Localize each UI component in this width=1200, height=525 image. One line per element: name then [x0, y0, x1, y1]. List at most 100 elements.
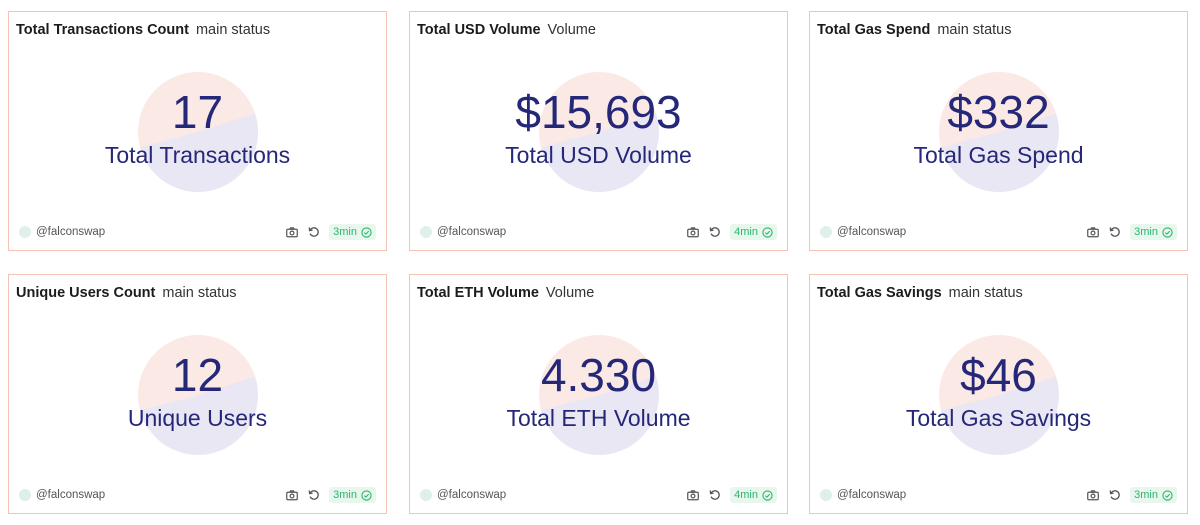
counter-visualization: 4.330 Total ETH Volume	[410, 323, 787, 467]
footer-actions: 3min	[1086, 486, 1177, 504]
avatar	[820, 226, 832, 238]
avatar	[19, 489, 31, 501]
freshness-badge: 4min	[730, 487, 777, 503]
card-total-transactions-count[interactable]: Total Transactions Count main status 17 T…	[8, 11, 387, 251]
card-footer: @falconswap 4min	[420, 486, 777, 504]
counter-visualization: $15,693 Total USD Volume	[410, 60, 787, 204]
card-total-gas-savings[interactable]: Total Gas Savings main status $46 Total G…	[809, 274, 1188, 514]
card-title[interactable]: Unique Users Count	[16, 285, 156, 301]
counter-visualization: 12 Unique Users	[9, 323, 386, 467]
counter-background-pie	[938, 335, 1059, 455]
counter-label: Unique Users	[127, 405, 268, 431]
refresh-icon[interactable]	[1108, 488, 1122, 502]
card-footer: @falconswap 3min	[19, 223, 376, 241]
avatar	[420, 489, 432, 501]
footer-actions: 3min	[285, 223, 376, 241]
counter-value: 12	[171, 349, 224, 401]
footer-actions: 4min	[686, 223, 777, 241]
card-subtitle: main status	[162, 285, 237, 301]
counter-visualization: $46 Total Gas Savings	[810, 323, 1187, 467]
counter-label: Total Transactions	[104, 142, 291, 168]
card-subtitle: Volume	[547, 22, 596, 38]
author-link[interactable]: @falconswap	[19, 486, 105, 504]
camera-icon[interactable]	[686, 488, 700, 502]
author-name: @falconswap	[837, 489, 907, 501]
counter-value: $332	[947, 86, 1050, 138]
author-name: @falconswap	[837, 226, 907, 238]
counter-value: 4.330	[540, 349, 657, 401]
card-total-usd-volume[interactable]: Total USD Volume Volume $15,693 Total USD…	[409, 11, 788, 251]
freshness-text: 4min	[734, 226, 758, 238]
freshness-badge: 3min	[1130, 224, 1177, 240]
counter-label: Total Gas Savings	[905, 405, 1092, 431]
card-header: Unique Users Count main status	[16, 285, 237, 301]
card-header: Total Gas Spend main status	[817, 22, 1012, 38]
check-circle-icon	[1162, 226, 1173, 238]
counter-visualization: $332 Total Gas Spend	[810, 60, 1187, 204]
counter-background-pie	[938, 72, 1059, 192]
refresh-icon[interactable]	[708, 488, 722, 502]
camera-icon[interactable]	[686, 225, 700, 239]
footer-actions: 3min	[1086, 223, 1177, 241]
freshness-text: 3min	[333, 489, 357, 501]
author-name: @falconswap	[36, 226, 106, 238]
camera-icon[interactable]	[285, 488, 299, 502]
freshness-badge: 3min	[1130, 487, 1177, 503]
camera-icon[interactable]	[1086, 488, 1100, 502]
counter-value: $15,693	[515, 86, 682, 138]
refresh-icon[interactable]	[708, 225, 722, 239]
counter-value: 17	[171, 86, 224, 138]
author-link[interactable]: @falconswap	[420, 223, 506, 241]
refresh-icon[interactable]	[307, 225, 321, 239]
card-subtitle: main status	[195, 22, 271, 38]
card-title[interactable]: Total Gas Savings	[817, 285, 942, 301]
card-header: Total USD Volume Volume	[417, 22, 596, 38]
freshness-text: 3min	[1134, 489, 1158, 501]
check-circle-icon	[361, 226, 372, 238]
counter-value: $46	[960, 349, 1037, 401]
freshness-text: 4min	[734, 489, 758, 501]
footer-actions: 3min	[285, 486, 376, 504]
avatar	[420, 226, 432, 238]
freshness-text: 3min	[333, 226, 357, 238]
camera-icon[interactable]	[1086, 225, 1100, 239]
counter-background-pie	[538, 335, 659, 455]
counter-label: Total USD Volume	[505, 142, 692, 168]
card-footer: @falconswap 3min	[820, 486, 1177, 504]
counter-background-pie	[137, 72, 258, 192]
freshness-badge: 3min	[329, 224, 376, 240]
camera-icon[interactable]	[285, 225, 299, 239]
card-unique-users-count[interactable]: Unique Users Count main status 12 Unique …	[8, 274, 387, 514]
card-header: Total Gas Savings main status	[817, 285, 1023, 301]
check-circle-icon	[1162, 489, 1173, 501]
counter-label: Total ETH Volume	[506, 405, 691, 431]
author-link[interactable]: @falconswap	[420, 486, 506, 504]
card-title[interactable]: Total ETH Volume	[417, 285, 539, 301]
card-total-gas-spend[interactable]: Total Gas Spend main status $332 Total Ga…	[809, 11, 1188, 251]
card-title[interactable]: Total Gas Spend	[817, 22, 931, 38]
counter-visualization: 17 Total Transactions	[9, 60, 386, 204]
freshness-badge: 4min	[730, 224, 777, 240]
counter-background-pie	[538, 72, 659, 192]
card-subtitle: main status	[948, 285, 1023, 301]
author-link[interactable]: @falconswap	[19, 223, 105, 241]
author-link[interactable]: @falconswap	[820, 223, 906, 241]
card-title[interactable]: Total USD Volume	[417, 22, 541, 38]
check-circle-icon	[762, 226, 773, 238]
refresh-icon[interactable]	[1108, 225, 1122, 239]
card-subtitle: Volume	[545, 285, 595, 301]
refresh-icon[interactable]	[307, 488, 321, 502]
counter-label: Total Gas Spend	[913, 142, 1084, 168]
card-footer: @falconswap 4min	[420, 223, 777, 241]
author-name: @falconswap	[437, 226, 507, 238]
card-title[interactable]: Total Transactions Count	[16, 22, 189, 38]
check-circle-icon	[762, 489, 773, 501]
card-footer: @falconswap 3min	[820, 223, 1177, 241]
card-total-eth-volume[interactable]: Total ETH Volume Volume 4.330 Total ETH V…	[409, 274, 788, 514]
avatar	[820, 489, 832, 501]
author-name: @falconswap	[36, 489, 106, 501]
author-link[interactable]: @falconswap	[820, 486, 906, 504]
card-subtitle: main status	[937, 22, 1012, 38]
footer-actions: 4min	[686, 486, 777, 504]
